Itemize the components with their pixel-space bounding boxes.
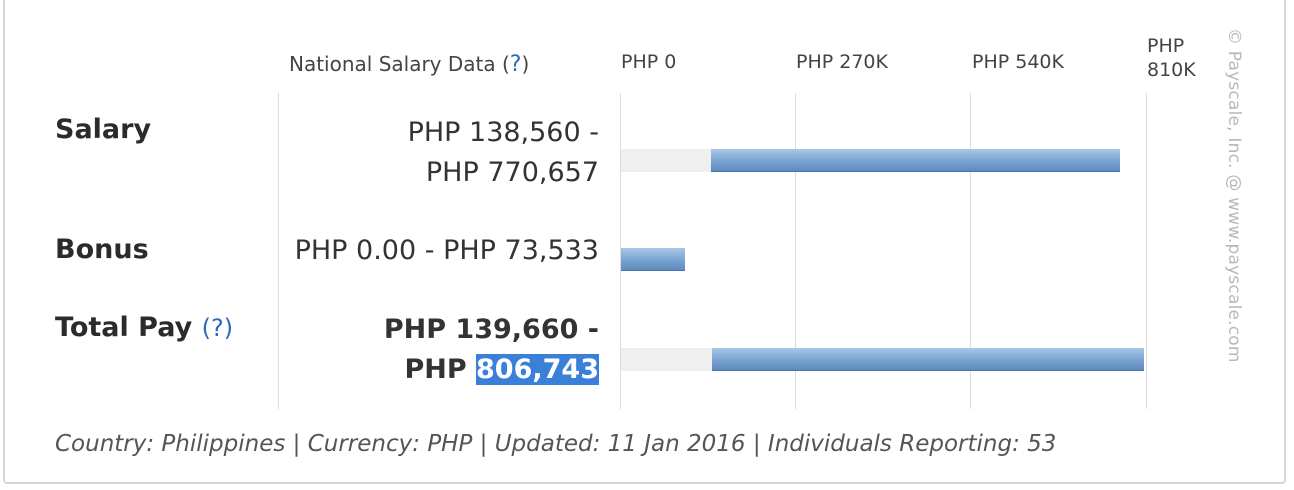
watermark-wrap: © Payscale, Inc. @ www.payscale.com [1220,28,1244,388]
bar-total-pay [711,348,1144,371]
range-prefix: PHP [404,354,477,385]
range-line: PHP 0.00 - PHP 73,533 [294,235,599,266]
national-salary-header: National Salary Data (?) [289,52,529,77]
help-link[interactable]: ? [211,314,224,342]
row-label-text: Bonus [55,234,149,265]
row-label-text: Salary [55,114,152,145]
chart-frame [3,0,1286,484]
gridline [620,93,621,409]
bar-salary [710,149,1121,172]
range-line: PHP 138,560 - [407,117,599,148]
row-range-salary: PHP 138,560 - PHP 770,657 [408,113,599,193]
national-salary-close: ) [521,52,530,76]
row-label-text: Total Pay [55,312,193,343]
column-divider [278,93,279,409]
gridline [970,93,971,409]
x-tick-label: PHP 810K [1147,35,1196,81]
total-pay-help-paren: (?) [201,314,234,342]
row-range-bonus: PHP 0.00 - PHP 73,533 [295,231,599,271]
range-line: PHP 139,660 - [383,314,599,345]
bar-bonus [621,248,685,271]
help-link[interactable]: ? [509,52,522,77]
row-label-bonus: Bonus [55,234,149,265]
national-salary-label: National Salary Data ( [289,52,510,76]
range-line: PHP 806,743 [384,350,599,390]
selected-text[interactable]: 806,743 [476,354,599,385]
row-label-total-pay: Total Pay (?) [55,312,233,343]
row-range-total-pay: PHP 139,660 - PHP 806,743 [384,310,599,390]
x-tick-label: PHP 540K [972,51,1064,73]
x-tick-label: PHP 0 [621,51,677,73]
row-label-salary: Salary [55,114,151,145]
gridline [1146,93,1147,409]
range-line: PHP 770,657 [425,157,599,188]
watermark: © Payscale, Inc. @ www.payscale.com [1224,28,1244,363]
footer-info: Country: Philippines | Currency: PHP | U… [55,431,1057,457]
x-tick-label: PHP 270K [796,51,888,73]
gridline [795,93,796,409]
